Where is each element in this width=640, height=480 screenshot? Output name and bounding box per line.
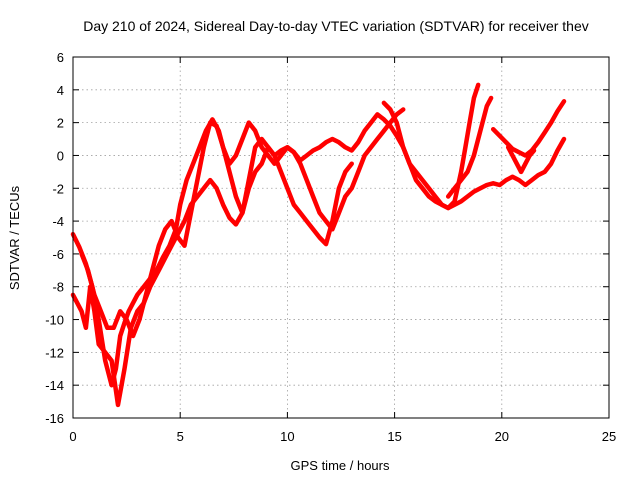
y-tick-label: -16	[45, 411, 64, 426]
x-tick-label: 25	[602, 429, 616, 444]
y-tick-label: -14	[45, 378, 64, 393]
x-tick-label: 20	[495, 429, 509, 444]
x-axis-label: GPS time / hours	[291, 458, 390, 473]
y-tick-label: 0	[57, 148, 64, 163]
y-tick-label: 6	[57, 50, 64, 65]
grid-lines	[73, 57, 609, 418]
series-track-5	[445, 95, 494, 199]
chart-title: Day 210 of 2024, Sidereal Day-to-day VTE…	[83, 18, 589, 34]
x-tick-label: 5	[177, 429, 184, 444]
y-tick-label: -10	[45, 313, 64, 328]
series-track-3	[79, 112, 567, 339]
y-tick-label: -8	[52, 280, 64, 295]
y-tick-label: 2	[57, 116, 64, 131]
x-tick-label: 0	[69, 429, 76, 444]
series-track-6	[490, 99, 567, 158]
series-track-7	[505, 145, 537, 175]
series-track-4	[381, 82, 481, 211]
series-track-1	[70, 117, 354, 388]
y-tick-label: 4	[57, 83, 64, 98]
y-axis-label: SDTVAR / TECUs	[7, 185, 22, 290]
x-tick-label: 15	[387, 429, 401, 444]
axis-ticks: 0 5 10 15 20 25 -16 -14 -12 -10 -8 -6 -4 -2 0 2 4 6	[45, 50, 616, 444]
plot-frame	[72, 56, 610, 419]
y-tick-label: -2	[52, 181, 64, 196]
y-tick-label: -12	[45, 345, 64, 360]
x-tick-label: 10	[280, 429, 294, 444]
y-tick-label: -4	[52, 214, 64, 229]
y-tick-label: -6	[52, 247, 64, 262]
data-series	[70, 82, 567, 408]
series-track-2	[70, 107, 406, 408]
